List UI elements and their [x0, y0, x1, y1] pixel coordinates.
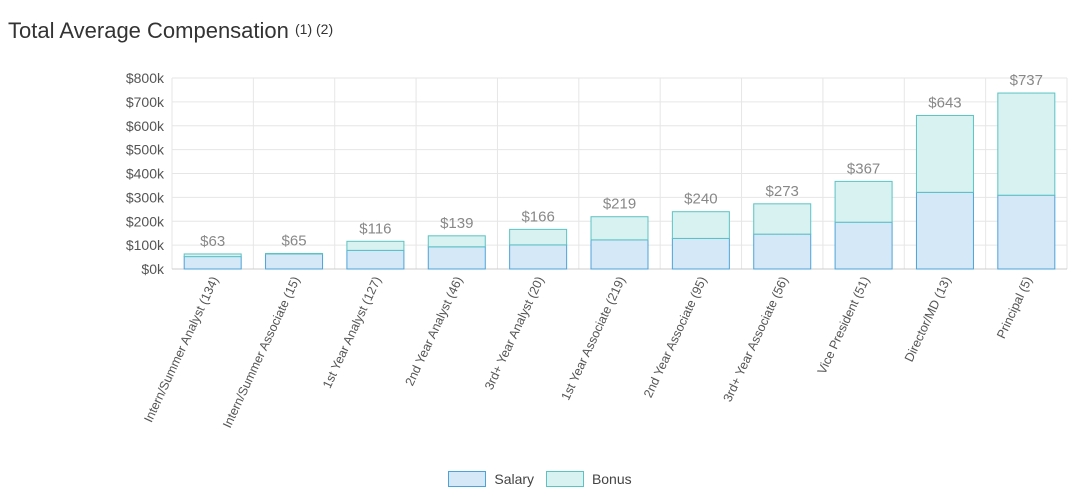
- chart-title-text: Total Average Compensation: [8, 18, 289, 43]
- bar-bonus: [509, 228, 568, 246]
- total-data-label: $116: [359, 220, 391, 237]
- total-data-label: $643: [928, 94, 961, 111]
- bar-bonus: [590, 216, 649, 241]
- bar-bonus: [346, 240, 405, 251]
- bar-salary: [265, 253, 324, 270]
- x-tick-label: Director/MD (13): [902, 274, 954, 364]
- x-tick-label: 1st Year Analyst (127): [320, 274, 384, 390]
- legend-label-salary: Salary: [494, 471, 535, 487]
- bar-bonus: [183, 253, 242, 258]
- bar-bonus: [997, 92, 1056, 196]
- bar-bonus: [915, 114, 974, 193]
- bar-bonus: [671, 211, 730, 239]
- legend-item-bonus[interactable]: Bonus: [545, 471, 632, 487]
- y-tick-label: $100k: [126, 237, 165, 253]
- total-data-label: $63: [200, 233, 225, 250]
- y-tick-label: $400k: [126, 166, 165, 182]
- bar-salary: [671, 237, 730, 270]
- chart-title: Total Average Compensation (1) (2): [8, 18, 333, 44]
- y-tick-label: $800k: [126, 70, 165, 86]
- y-tick-label: $200k: [126, 213, 165, 229]
- x-tick-label: Vice President (51): [815, 274, 873, 376]
- total-data-label: $273: [766, 183, 799, 200]
- x-tick-label: Intern/Summer Associate (15): [220, 274, 303, 430]
- x-tick-label: 3rd+ Year Associate (56): [721, 274, 791, 404]
- y-tick-label: $600k: [126, 118, 165, 134]
- x-tick-label: Principal (5): [994, 274, 1035, 340]
- legend-swatch-bonus: [545, 471, 584, 487]
- x-tick-label: 1st Year Associate (219): [559, 274, 629, 402]
- total-data-label: $65: [282, 232, 307, 249]
- bar-salary: [509, 244, 568, 270]
- y-tick-label: $700k: [126, 94, 165, 110]
- y-tick-label: $0k: [141, 261, 165, 277]
- footnote-markers: (1) (2): [295, 21, 334, 37]
- chart-svg: $0k $100k $200k $300k $400k $500k $600k $700k $8…: [126, 70, 1068, 430]
- bar-bonus: [834, 180, 893, 223]
- bar-salary: [346, 249, 405, 270]
- total-data-label: $166: [521, 208, 554, 225]
- bar-salary: [915, 191, 974, 270]
- bar-salary: [997, 194, 1056, 270]
- x-tick-label: Intern/Summer Analyst (134): [141, 274, 221, 424]
- total-data-label: $139: [440, 215, 473, 232]
- x-tick-label: 3rd+ Year Analyst (20): [482, 274, 547, 392]
- bar-bonus: [427, 235, 486, 248]
- total-data-label: $240: [684, 191, 717, 208]
- y-tick-label: $300k: [126, 189, 165, 205]
- x-tick-label: 2nd Year Associate (95): [641, 274, 709, 400]
- total-data-label: $367: [847, 160, 880, 177]
- total-data-label: $219: [603, 196, 636, 213]
- x-tick-label: 2nd Year Analyst (46): [403, 274, 466, 388]
- chart-legend: Salary Bonus: [0, 471, 1080, 490]
- legend-label-bonus: Bonus: [591, 471, 632, 487]
- legend-swatch-salary: [448, 471, 487, 487]
- bar-salary: [590, 239, 649, 270]
- bar-salary: [183, 256, 242, 270]
- y-tick-label: $500k: [126, 142, 165, 158]
- bar-salary: [427, 246, 486, 270]
- bar-bonus: [753, 203, 812, 235]
- legend-item-salary[interactable]: Salary: [448, 471, 534, 487]
- bar-salary: [834, 221, 893, 270]
- total-data-label: $737: [1010, 72, 1043, 89]
- bar-salary: [753, 233, 812, 270]
